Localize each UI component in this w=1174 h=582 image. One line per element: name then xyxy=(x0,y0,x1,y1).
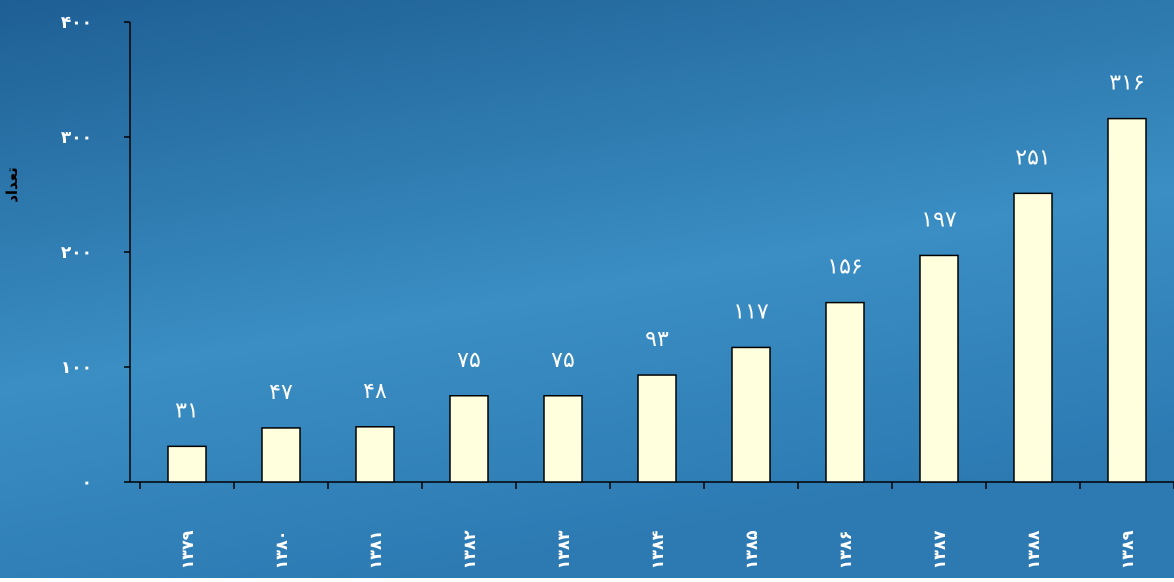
x-category-label: ۱۳۸۸ xyxy=(1024,530,1043,569)
x-category-label: ۱۳۸۹ xyxy=(1118,530,1137,569)
bar-value-label: ۴۸ xyxy=(363,379,387,404)
x-category-label: ۱۳۷۹ xyxy=(178,530,197,569)
y-tick-label: ۳۰۰ xyxy=(61,128,92,148)
x-category-label: ۱۳۸۳ xyxy=(554,530,573,569)
bar-value-label: ۴۷ xyxy=(269,380,293,405)
x-category-label: ۱۳۸۵ xyxy=(742,530,761,569)
bar xyxy=(825,301,865,483)
bar xyxy=(637,374,677,483)
bar-value-label: ۹۳ xyxy=(645,327,669,352)
bar xyxy=(543,395,583,483)
bar xyxy=(731,346,771,483)
x-category-label: ۱۳۸۱ xyxy=(366,530,385,569)
bar-value-label: ۱۹۷ xyxy=(921,207,957,232)
bar xyxy=(261,427,301,483)
bar xyxy=(167,445,207,483)
x-category-label: ۱۳۸۲ xyxy=(460,530,479,569)
x-category-label: ۱۳۸۴ xyxy=(648,530,667,569)
bar-value-label: ۱۱۷ xyxy=(733,299,769,324)
y-tick-label: ۴۰۰ xyxy=(61,13,92,33)
bar xyxy=(919,254,959,483)
bar xyxy=(1013,192,1053,483)
bar-value-label: ۷۵ xyxy=(457,348,481,373)
bar xyxy=(449,395,489,483)
x-category-label: ۱۳۸۷ xyxy=(930,530,949,569)
bar-value-label: ۲۵۱ xyxy=(1015,145,1050,170)
y-axis-title: تعداد xyxy=(3,167,21,203)
y-tick-label: ۱۰۰ xyxy=(61,358,92,378)
bar-value-label: ۱۵۶ xyxy=(827,255,862,280)
bar-value-label: ۳۱ xyxy=(175,398,199,423)
bar-value-label: ۳۱۶ xyxy=(1109,71,1144,96)
x-category-label: ۱۳۸۰ xyxy=(272,530,291,569)
bar xyxy=(355,426,395,483)
y-tick-label: ۲۰۰ xyxy=(61,243,92,263)
x-category-label: ۱۳۸۶ xyxy=(836,530,855,569)
bar xyxy=(1107,117,1147,483)
bar-value-label: ۷۵ xyxy=(551,348,575,373)
y-tick-label: ۰ xyxy=(82,473,92,493)
